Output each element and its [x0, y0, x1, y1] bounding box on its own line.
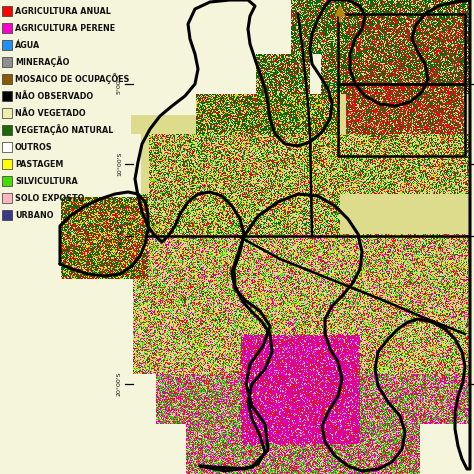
Text: MOSAICO DE OCUPAÇÕES: MOSAICO DE OCUPAÇÕES	[15, 73, 129, 84]
Text: AGRICULTURA ANUAL: AGRICULTURA ANUAL	[15, 7, 111, 16]
Text: 15°00'S: 15°00'S	[117, 224, 122, 248]
Text: NÃO VEGETADO: NÃO VEGETADO	[15, 109, 86, 118]
Text: PASTAGEM: PASTAGEM	[15, 159, 64, 168]
Text: OUTROS: OUTROS	[15, 143, 53, 152]
Text: 20°00'S: 20°00'S	[117, 372, 122, 396]
Text: URBANO: URBANO	[15, 210, 54, 219]
Bar	[2, 91, 12, 101]
Bar	[2, 23, 12, 33]
Bar	[2, 176, 12, 186]
Text: ÁGUA: ÁGUA	[15, 40, 40, 49]
Bar	[2, 210, 12, 220]
Bar	[2, 74, 12, 84]
Bar	[2, 6, 12, 16]
Bar	[2, 125, 12, 135]
Text: 10°00'S: 10°00'S	[117, 152, 122, 176]
Bar	[2, 142, 12, 152]
Text: AGRICULTURA PERENE: AGRICULTURA PERENE	[15, 24, 115, 33]
Bar	[2, 108, 12, 118]
Text: SILVICULTURA: SILVICULTURA	[15, 176, 78, 185]
Text: SOLO EXPOSTO: SOLO EXPOSTO	[15, 193, 84, 202]
Text: MINERAÇÃO: MINERAÇÃO	[15, 56, 69, 67]
Text: VEGETAÇÃO NATURAL: VEGETAÇÃO NATURAL	[15, 125, 113, 136]
Text: NÃO OBSERVADO: NÃO OBSERVADO	[15, 91, 93, 100]
Bar	[2, 159, 12, 169]
Text: 5°00'S: 5°00'S	[117, 74, 122, 94]
Bar	[2, 193, 12, 203]
Bar	[2, 57, 12, 67]
Bar	[2, 40, 12, 50]
